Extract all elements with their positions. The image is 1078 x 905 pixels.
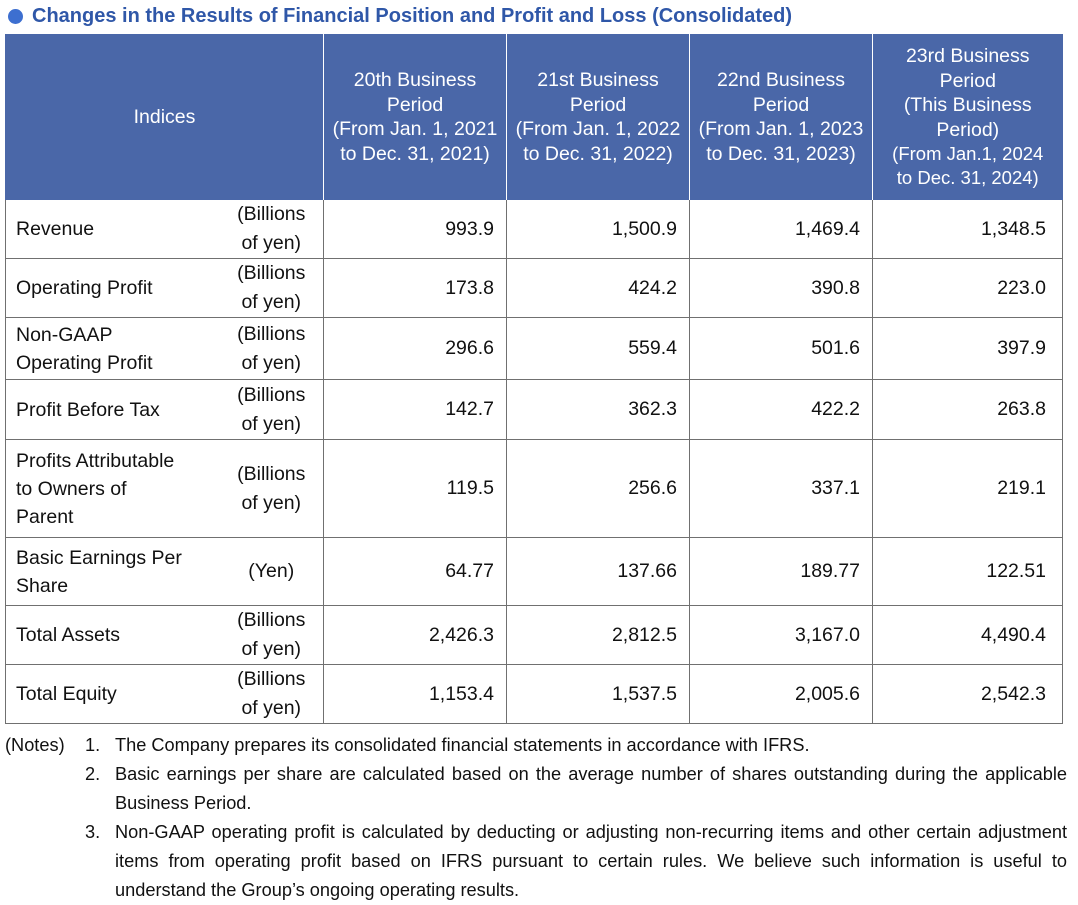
- row-total-assets: Total Assets (Billions of yen) 2,426.3 2,…: [5, 605, 1063, 665]
- value-cell: 559.4: [506, 317, 690, 380]
- value-cell: 1,500.9: [506, 200, 690, 259]
- value-cell: 337.1: [689, 439, 873, 538]
- note-item: 3. Non-GAAP operating profit is calculat…: [5, 818, 1067, 905]
- note-text: Non-GAAP operating profit is calculated …: [115, 822, 1067, 900]
- row-label: Profit Before Tax: [5, 379, 224, 440]
- row-label: Revenue: [5, 200, 224, 259]
- value-cell: 501.6: [689, 317, 873, 380]
- period-header-23rd: 23rd Business Period (This Business Peri…: [872, 34, 1063, 200]
- row-non-gaap-operating-profit: Non-GAAP Operating Profit (Billions of yen…: [5, 317, 1063, 380]
- note-number: 2.: [85, 764, 101, 784]
- row-unit: (Billions of yen): [223, 605, 324, 665]
- row-label: Non-GAAP Operating Profit: [5, 317, 224, 380]
- value-cell: 3,167.0: [689, 605, 873, 665]
- row-label: Profits Attributable to Owners of Parent: [5, 439, 224, 538]
- value-cell: 256.6: [506, 439, 690, 538]
- row-operating-profit: Operating Profit (Billions of yen) 173.8 …: [5, 258, 1063, 318]
- row-unit: (Billions of yen): [223, 317, 324, 380]
- row-profit-before-tax: Profit Before Tax (Billions of yen) 142.7…: [5, 379, 1063, 440]
- value-cell: 1,537.5: [506, 664, 690, 724]
- value-cell: 64.77: [323, 537, 507, 606]
- notes-heading: (Notes): [5, 735, 65, 755]
- value-cell: 1,469.4: [689, 200, 873, 259]
- row-unit: (Yen): [223, 537, 324, 606]
- value-cell: 219.1: [872, 439, 1063, 538]
- section-title: Changes in the Results of Financial Posi…: [8, 5, 792, 28]
- value-cell: 4,490.4: [872, 605, 1063, 665]
- value-cell: 189.77: [689, 537, 873, 606]
- financial-results-table: Indices 20th Business Period (From Jan. …: [5, 34, 1063, 724]
- period-header-21st: 21st Business Period (From Jan. 1, 2022 …: [506, 34, 690, 200]
- value-cell: 422.2: [689, 379, 873, 440]
- value-cell: 2,005.6: [689, 664, 873, 724]
- note-text: The Company prepares its consolidated fi…: [115, 735, 810, 755]
- bullet-circle-icon: [8, 9, 23, 24]
- notes-section: (Notes) 1. The Company prepares its cons…: [5, 731, 1067, 905]
- value-cell: 397.9: [872, 317, 1063, 380]
- row-revenue: Revenue (Billions of yen) 993.9 1,500.9 1…: [5, 200, 1063, 259]
- value-cell: 263.8: [872, 379, 1063, 440]
- value-cell: 122.51: [872, 537, 1063, 606]
- period-header-20th: 20th Business Period (From Jan. 1, 2021 …: [323, 34, 507, 200]
- note-item: 2. Basic earnings per share are calculat…: [5, 760, 1067, 818]
- value-cell: 362.3: [506, 379, 690, 440]
- value-cell: 223.0: [872, 258, 1063, 318]
- row-label: Operating Profit: [5, 258, 224, 318]
- value-cell: 119.5: [323, 439, 507, 538]
- row-basic-eps: Basic Earnings Per Share (Yen) 64.77 137.…: [5, 537, 1063, 606]
- row-profits-attributable: Profits Attributable to Owners of Parent (…: [5, 439, 1063, 538]
- row-label: Total Assets: [5, 605, 224, 665]
- section-title-text: Changes in the Results of Financial Posi…: [32, 5, 793, 27]
- row-total-equity: Total Equity (Billions of yen) 1,153.4 1,…: [5, 664, 1063, 724]
- row-label: Total Equity: [5, 664, 224, 724]
- value-cell: 390.8: [689, 258, 873, 318]
- row-unit: (Billions of yen): [223, 379, 324, 440]
- table-header-row: Indices 20th Business Period (From Jan. …: [5, 34, 1063, 200]
- value-cell: 142.7: [323, 379, 507, 440]
- value-cell: 2,812.5: [506, 605, 690, 665]
- row-unit: (Billions of yen): [223, 258, 324, 318]
- period-header-22nd: 22nd Business Period (From Jan. 1, 2023 …: [689, 34, 873, 200]
- note-number: 3.: [85, 822, 101, 842]
- value-cell: 2,426.3: [323, 605, 507, 665]
- row-unit: (Billions of yen): [223, 200, 324, 259]
- row-label: Basic Earnings Per Share: [5, 537, 224, 606]
- value-cell: 137.66: [506, 537, 690, 606]
- value-cell: 2,542.3: [872, 664, 1063, 724]
- row-unit: (Billions of yen): [223, 439, 324, 538]
- value-cell: 993.9: [323, 200, 507, 259]
- row-unit: (Billions of yen): [223, 664, 324, 724]
- value-cell: 173.8: [323, 258, 507, 318]
- value-cell: 424.2: [506, 258, 690, 318]
- note-text: Basic earnings per share are calculated …: [115, 764, 1067, 813]
- value-cell: 1,348.5: [872, 200, 1063, 259]
- value-cell: 1,153.4: [323, 664, 507, 724]
- value-cell: 296.6: [323, 317, 507, 380]
- note-item: (Notes) 1. The Company prepares its cons…: [5, 731, 1067, 760]
- indices-header: Indices: [5, 34, 324, 200]
- note-number: 1.: [85, 735, 101, 755]
